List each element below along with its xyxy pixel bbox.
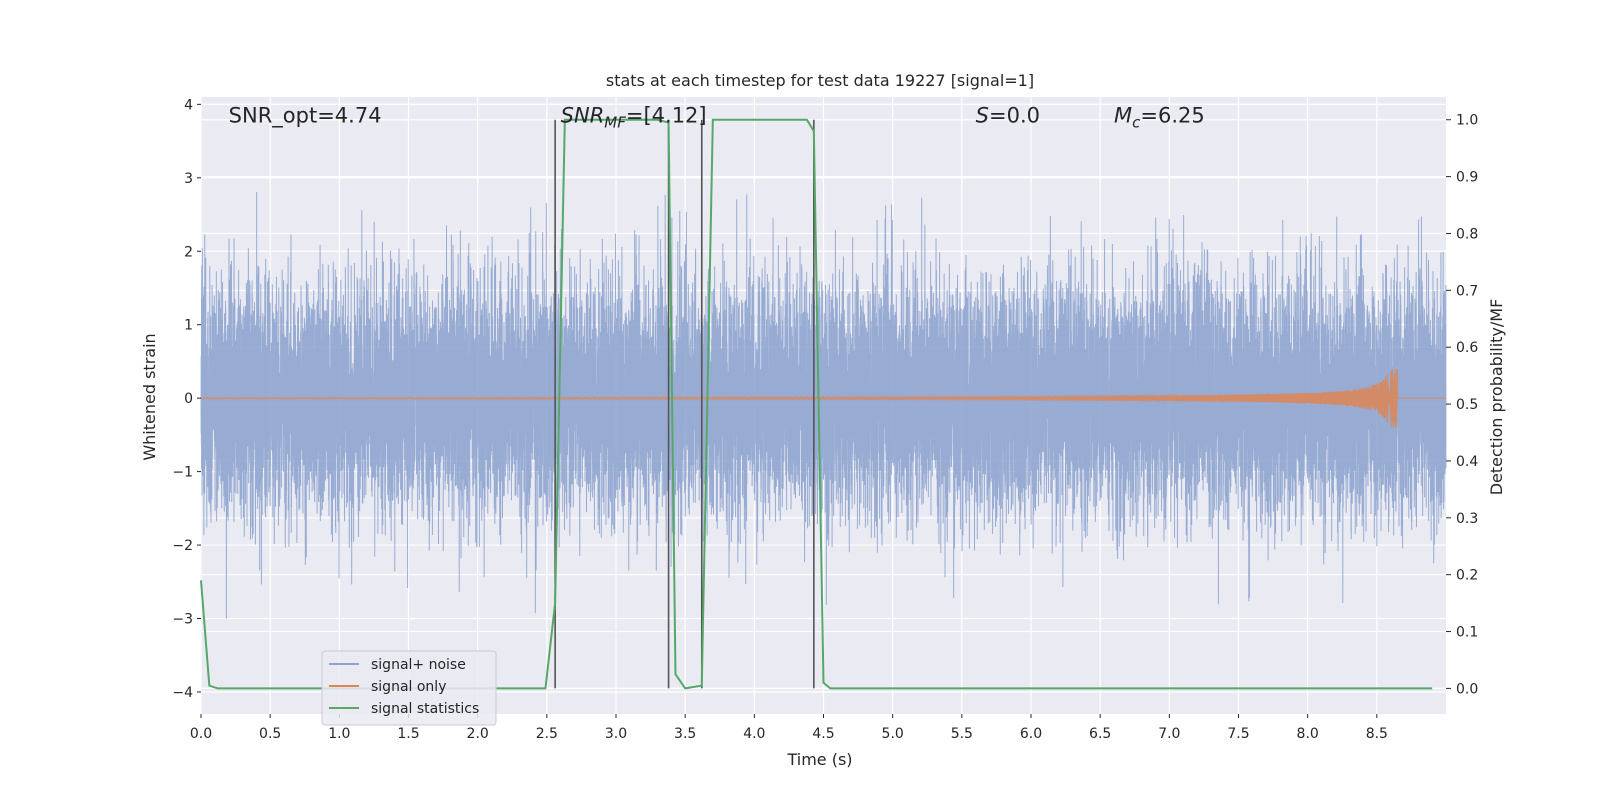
chart-title: stats at each timestep for test data 192… [606, 71, 1034, 90]
x-tick-label-16: 8.0 [1297, 726, 1319, 742]
x-tick-label-6: 3.0 [605, 726, 627, 742]
x-tick-label-0: 0.0 [190, 726, 212, 742]
y-tick-label-7: 3 [184, 171, 193, 187]
signal-only-line [200, 368, 1446, 429]
legend-label-signal-only: signal only [371, 679, 446, 695]
x-tick-label-13: 6.5 [1089, 726, 1111, 742]
legend-frame [321, 650, 497, 726]
x-tick-label-2: 1.0 [328, 726, 350, 742]
x-tick-label-9: 4.5 [812, 726, 834, 742]
x-axis-label: Time (s) [786, 750, 852, 769]
annotation-s-main: S [976, 104, 989, 128]
annotation-s-rest: =0.0 [989, 104, 1040, 128]
y2-tick-label-4: 0.4 [1456, 454, 1478, 470]
y-tick-label-3: −1 [172, 465, 193, 481]
x-tick-label-15: 7.5 [1227, 726, 1249, 742]
annotation-snr-mf-main: SNR [561, 104, 605, 128]
y-tick-label-8: 4 [184, 97, 193, 113]
y2-tick-label-0: 0.0 [1456, 681, 1478, 697]
plot-area [200, 97, 1447, 714]
x-tick-label-5: 2.5 [536, 726, 558, 742]
series-signal-plus-noise [200, 192, 1447, 619]
y2-tick-label-2: 0.2 [1456, 568, 1478, 584]
series-signal-only [200, 368, 1446, 429]
x-tick-label-1: 0.5 [259, 726, 281, 742]
legend-label-signal-statistics: signal statistics [371, 701, 479, 717]
y-tick-label-6: 2 [184, 244, 193, 260]
x-axis-ticks: 0.0 0.5 1.0 1.5 2.0 2.5 3.0 3.5 4.0 4.5 5.0 5.5 6.0 6… [190, 714, 1388, 742]
annotation-snr-mf: SNRMF=[4.12] [561, 104, 707, 132]
y2-tick-label-10: 1.0 [1456, 113, 1478, 129]
annotations: SNR_opt=4.74 SNRMF=[4.12] S=0.0 Mc=6.25 [229, 104, 1205, 132]
legend-label-signal-plus-noise: signal+ noise [371, 657, 466, 673]
y-tick-label-0: −4 [172, 685, 193, 701]
x-tick-label-14: 7.0 [1158, 726, 1180, 742]
legend: signal+ noise signal only signal statist… [321, 650, 497, 726]
y2-tick-label-8: 0.8 [1456, 226, 1478, 242]
y2-tick-label-7: 0.7 [1456, 283, 1478, 299]
y2-tick-label-6: 0.6 [1456, 340, 1478, 356]
y2-axis-ticks: 0.0 0.1 0.2 0.3 0.4 0.5 0.6 0.7 0.8 0.9 1.0 [1446, 113, 1478, 697]
annotation-snr-mf-rest: =[4.12] [626, 104, 707, 128]
annotation-snr-mf-sub: MF [604, 114, 626, 132]
y2-tick-label-9: 0.9 [1456, 170, 1478, 186]
y-axis-ticks: −4 −3 −2 −1 0 1 2 3 4 [172, 97, 201, 701]
y-tick-label-4: 0 [184, 391, 193, 407]
y2-tick-label-1: 0.1 [1456, 625, 1478, 641]
y2-axis-label: Detection probability/MF [1487, 299, 1506, 496]
x-tick-label-10: 5.0 [882, 726, 904, 742]
x-tick-label-7: 3.5 [674, 726, 696, 742]
annotation-mc: Mc=6.25 [1114, 104, 1205, 132]
y-tick-label-2: −2 [172, 538, 193, 554]
x-tick-label-11: 5.5 [951, 726, 973, 742]
y-tick-label-1: −3 [172, 612, 193, 628]
annotation-s: S=0.0 [976, 104, 1040, 128]
x-tick-label-17: 8.5 [1366, 726, 1388, 742]
y-axis-label: Whitened strain [140, 333, 159, 460]
annotation-snr-opt: SNR_opt=4.74 [229, 104, 382, 129]
annotation-mc-sub: c [1132, 114, 1141, 132]
x-tick-label-3: 1.5 [397, 726, 419, 742]
y-tick-label-5: 1 [184, 318, 193, 334]
signal-plus-noise-line [200, 192, 1447, 619]
x-tick-label-12: 6.0 [1020, 726, 1042, 742]
annotation-mc-rest: =6.25 [1140, 104, 1204, 128]
x-tick-label-4: 2.0 [467, 726, 489, 742]
x-tick-label-8: 4.0 [743, 726, 765, 742]
y2-tick-label-5: 0.5 [1456, 397, 1478, 413]
annotation-mc-main: M [1114, 104, 1132, 128]
y2-tick-label-3: 0.3 [1456, 511, 1478, 527]
